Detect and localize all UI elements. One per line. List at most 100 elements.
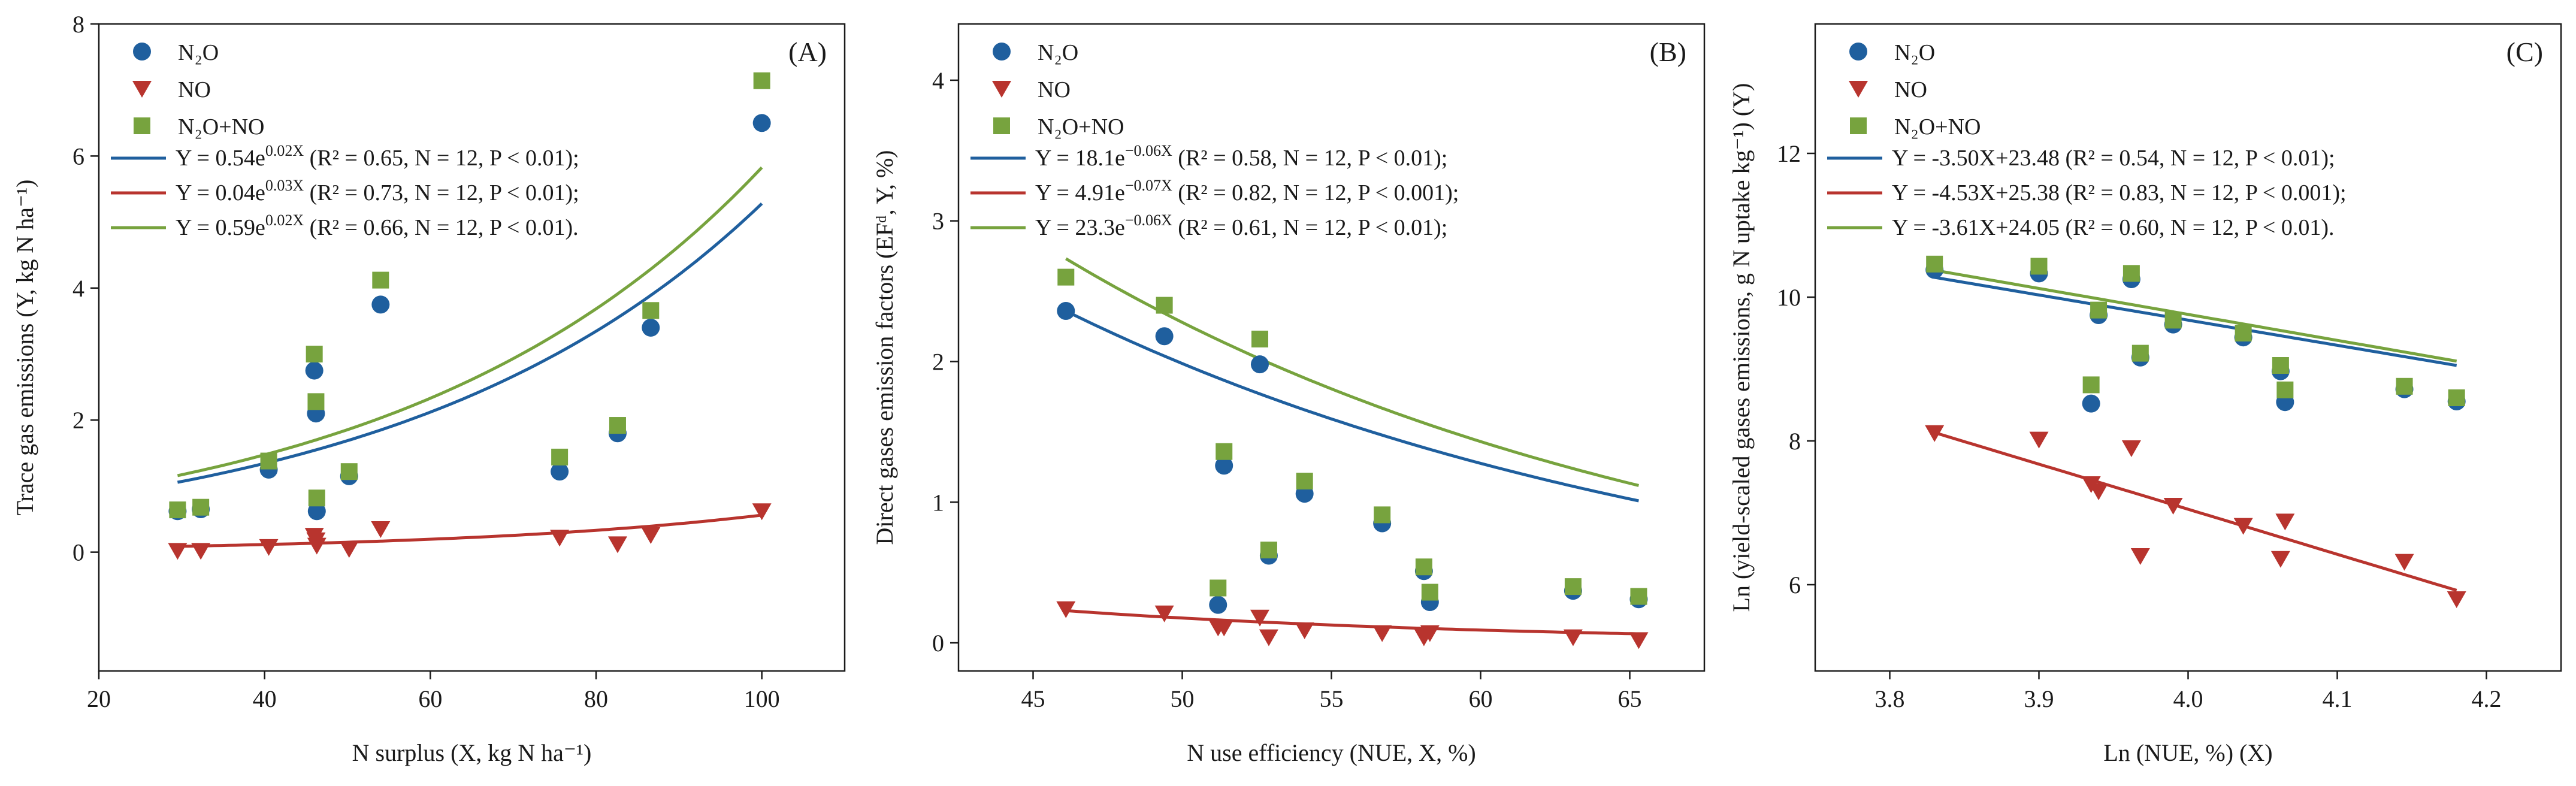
- legend-label: NO: [1894, 77, 1927, 102]
- data-point-n2o-no: [1421, 584, 1438, 601]
- legend-marker: [132, 81, 152, 98]
- data-point-no: [2130, 548, 2150, 565]
- x-tick-label: 4.1: [2323, 685, 2353, 712]
- legend-marker: [1850, 117, 1867, 134]
- data-point-n2o-no: [1374, 506, 1391, 524]
- fit-equation: Y = 0.59e0.02X (R² = 0.66, N = 12, P < 0…: [176, 211, 579, 240]
- fit-line-n2o: [1934, 276, 2457, 367]
- data-point-no: [1563, 629, 1583, 646]
- fit-equation-stats: (R² = 0.61, N = 12, P < 0.01);: [1172, 215, 1448, 240]
- fit-equation: Y = -3.50X+23.48 (R² = 0.54, N = 12, P <…: [1892, 146, 2335, 171]
- fit-equation-main: Y = -3.61X+24.05: [1892, 215, 2060, 240]
- data-point-no: [1056, 601, 1076, 618]
- fit-equation: Y = -3.61X+24.05 (R² = 0.60, N = 12, P <…: [1892, 215, 2335, 240]
- x-tick-label: 60: [418, 685, 442, 712]
- fit-line-no: [1066, 609, 1639, 636]
- data-point-no: [1925, 425, 1945, 442]
- fit-equation: Y = 18.1e−0.06X (R² = 0.58, N = 12, P < …: [1035, 142, 1447, 171]
- legend-label: NO: [1038, 77, 1071, 102]
- data-point-no: [191, 543, 211, 560]
- data-point-no: [2233, 518, 2253, 535]
- x-tick-label: 20: [87, 685, 111, 712]
- fit-equation-main: Y = 23.3e: [1035, 215, 1125, 240]
- data-point-no: [1372, 625, 1392, 642]
- data-point-no: [2270, 551, 2290, 568]
- y-tick-label: 4: [932, 67, 944, 94]
- data-point-no: [2121, 440, 2141, 457]
- data-point-n2o-no: [2448, 389, 2465, 406]
- data-point-no: [550, 530, 570, 547]
- fit-equation-stats: (R² = 0.60, N = 12, P < 0.01).: [2060, 215, 2335, 240]
- legend-label: N₂O+NO: [178, 114, 264, 140]
- data-point-no: [168, 543, 188, 560]
- data-point-n2o-no: [2030, 258, 2048, 275]
- legend-marker: [993, 43, 1011, 61]
- data-point-n2o-no: [1210, 579, 1227, 597]
- data-point-no: [1420, 625, 1440, 642]
- data-point-n2o: [1250, 355, 1269, 374]
- fit-equation-exponent: −0.06X: [1125, 211, 1172, 229]
- data-point-no: [641, 527, 661, 544]
- x-tick-label: 80: [584, 685, 608, 712]
- data-point-n2o-no: [2164, 312, 2182, 329]
- panel-label: (B): [1650, 37, 1686, 67]
- legend-label: N₂O: [1038, 40, 1078, 65]
- y-tick-label: 1: [932, 489, 944, 516]
- legend-marker: [993, 117, 1010, 134]
- data-point-n2o: [2082, 394, 2100, 413]
- x-tick-label: 4.2: [2472, 685, 2502, 712]
- y-tick-label: 2: [932, 348, 944, 375]
- x-tick-label: 40: [253, 685, 277, 712]
- data-point-no: [259, 539, 279, 556]
- data-point-no: [2163, 498, 2183, 515]
- data-point-n2o-no: [1156, 297, 1173, 314]
- y-tick-label: 4: [72, 275, 84, 302]
- data-point-no: [1295, 622, 1314, 639]
- data-point-no: [371, 521, 391, 539]
- fit-equation-main: Y = 18.1e: [1035, 146, 1125, 171]
- data-point-n2o: [551, 462, 569, 481]
- data-point-n2o: [752, 114, 771, 132]
- legend-label: N₂O: [178, 40, 219, 65]
- x-tick-label: 45: [1021, 685, 1045, 712]
- fit-line-n2o-no: [1934, 268, 2457, 363]
- y-tick-label: 6: [72, 143, 84, 170]
- y-axis-label: Ln (yield-scaled gases emissions, g N up…: [1728, 83, 1755, 612]
- legend-label: NO: [178, 77, 211, 102]
- fit-equation: Y = -4.53X+25.38 (R² = 0.83, N = 12, P <…: [1892, 180, 2347, 205]
- data-point-n2o-no: [551, 448, 569, 465]
- y-tick-label: 2: [72, 407, 84, 434]
- data-point-n2o-no: [1057, 268, 1075, 286]
- data-point-n2o-no: [753, 72, 770, 89]
- data-point-n2o-no: [308, 489, 325, 507]
- data-point-n2o-no: [1216, 443, 1233, 460]
- fit-equation-main: Y = 0.59e: [176, 215, 265, 240]
- data-point-n2o: [371, 295, 390, 314]
- data-point-no: [2275, 513, 2295, 531]
- fit-equation-exponent: 0.02X: [265, 142, 304, 159]
- data-point-no: [307, 537, 326, 555]
- data-point-n2o-no: [340, 463, 358, 480]
- data-point-n2o-no: [2276, 381, 2294, 398]
- legend-marker: [134, 117, 150, 134]
- fit-line-n2o: [1065, 309, 1639, 503]
- data-point-n2o-no: [307, 393, 325, 410]
- data-point-n2o-no: [192, 498, 210, 516]
- fit-equation: Y = 0.04e0.03X (R² = 0.73, N = 12, P < 0…: [176, 177, 579, 205]
- fit-equation-stats: (R² = 0.65, N = 12, P < 0.01);: [304, 146, 579, 171]
- data-point-n2o-no: [2090, 301, 2108, 319]
- x-tick-label: 50: [1171, 685, 1195, 712]
- panel-label: (C): [2507, 37, 2543, 67]
- data-point-no: [1259, 629, 1278, 646]
- fit-equation-stats: (R² = 0.54, N = 12, P < 0.01);: [2060, 146, 2335, 171]
- fit-equation-stats: (R² = 0.83, N = 12, P < 0.001);: [2060, 180, 2347, 205]
- y-tick-label: 6: [1789, 572, 1801, 598]
- data-point-n2o-no: [1564, 578, 1582, 595]
- fit-line-no: [1934, 431, 2457, 592]
- data-point-n2o-no: [306, 346, 323, 363]
- data-point-no: [2029, 431, 2049, 449]
- y-tick-label: 0: [932, 630, 944, 657]
- y-tick-label: 0: [72, 539, 84, 566]
- data-point-no: [1250, 609, 1269, 627]
- y-tick-label: 10: [1777, 284, 1801, 311]
